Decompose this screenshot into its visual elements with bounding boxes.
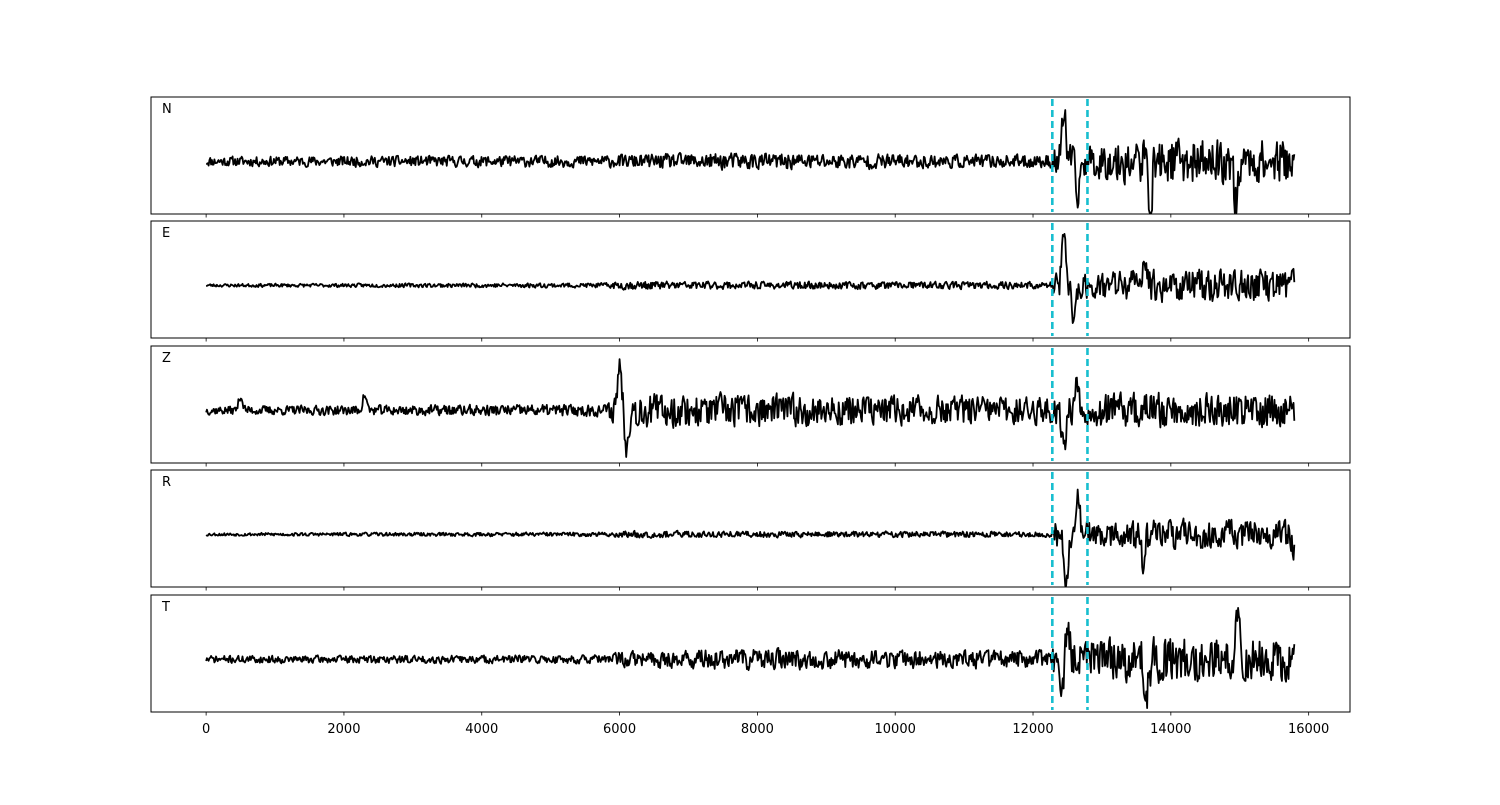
panel-e: E — [150, 220, 1351, 342]
panel-r: R — [150, 469, 1351, 591]
panel-label-z: Z — [162, 351, 171, 366]
trace-n — [205, 109, 1296, 214]
trace-z — [205, 358, 1296, 458]
panel-frame — [150, 594, 1351, 713]
x-tick-label: 8000 — [741, 722, 774, 737]
x-tick-label: 14000 — [1150, 722, 1191, 737]
panel-label-r: R — [162, 475, 171, 490]
panel-n: N — [150, 96, 1351, 218]
x-tick-label: 2000 — [327, 722, 360, 737]
x-tick-label: 16000 — [1288, 722, 1329, 737]
x-tick-label: 0 — [202, 722, 210, 737]
panel-label-t: T — [161, 600, 170, 615]
panels-layer: N E Z R T — [150, 96, 1351, 716]
panel-label-e: E — [162, 226, 170, 241]
panel-label-n: N — [162, 102, 172, 117]
panel-frame — [150, 469, 1351, 588]
x-tick-label: 12000 — [1012, 722, 1053, 737]
x-tick-label: 6000 — [603, 722, 636, 737]
x-tick-label: 4000 — [465, 722, 498, 737]
panel-z: Z — [150, 345, 1351, 467]
panel-t: T — [150, 594, 1351, 716]
trace-t — [205, 606, 1296, 710]
x-tick-label: 10000 — [875, 722, 916, 737]
x-axis: 0 2000 4000 6000 8000 10000 12000 14000 16000 — [202, 722, 1329, 737]
trace-e — [205, 232, 1296, 324]
trace-r — [205, 488, 1296, 587]
